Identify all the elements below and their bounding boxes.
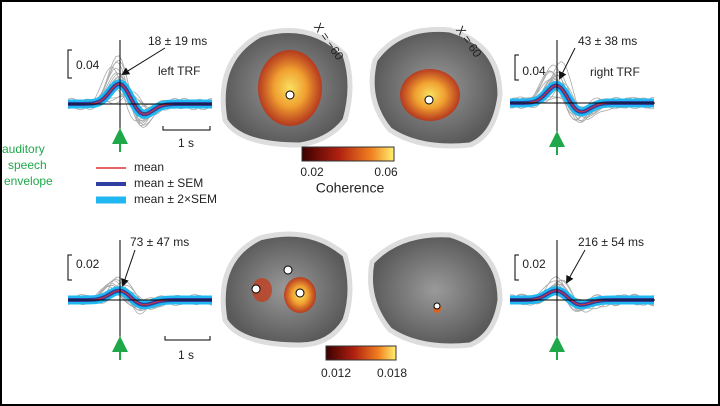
scale-label: 0.02 — [76, 257, 100, 271]
latency-arrow — [566, 249, 586, 284]
scale-label: 0.02 — [522, 257, 546, 271]
legend-label: mean ± 2×SEM — [134, 192, 217, 206]
time-scale: 1 s — [178, 348, 194, 362]
time-bar — [162, 126, 211, 131]
latency: 216 ± 54 ms — [578, 235, 644, 249]
colorbar-min: 0.012 — [321, 366, 351, 380]
scale-bar — [514, 54, 519, 81]
activation — [251, 50, 460, 313]
colorbar-label: Coherence — [316, 180, 385, 196]
legend-label: mean ± SEM — [134, 176, 203, 190]
scale-label: 0.04 — [76, 58, 100, 72]
colorbar-max: 0.018 — [377, 366, 407, 380]
scale-bar — [67, 49, 72, 79]
colorbar — [325, 345, 397, 361]
scale-label: 0.04 — [522, 64, 546, 78]
time-bar — [164, 336, 211, 341]
colorbar-max: 0.06 — [374, 165, 398, 179]
stimulus-label: envelope — [4, 174, 53, 188]
traces — [67, 40, 655, 360]
legend-label: mean — [134, 160, 164, 174]
scale-bar — [514, 254, 519, 281]
latency: 18 ± 19 ms — [148, 34, 207, 48]
colorbar-min: 0.02 — [300, 165, 324, 179]
latency-arrow — [559, 47, 576, 80]
latency: 43 ± 38 ms — [578, 34, 637, 48]
panel-label: right TRF — [590, 65, 640, 79]
brains — [220, 26, 503, 349]
latency: 73 ± 47 ms — [130, 235, 189, 249]
colorbar — [301, 146, 395, 162]
latency-arrow — [121, 249, 136, 287]
scale-bar — [67, 254, 72, 281]
panel-label: left TRF — [158, 64, 200, 78]
stimulus-label: speech — [8, 158, 47, 172]
stimulus-label: auditory — [2, 142, 45, 156]
latency-arrow — [121, 47, 166, 76]
time-scale: 1 s — [178, 136, 194, 150]
